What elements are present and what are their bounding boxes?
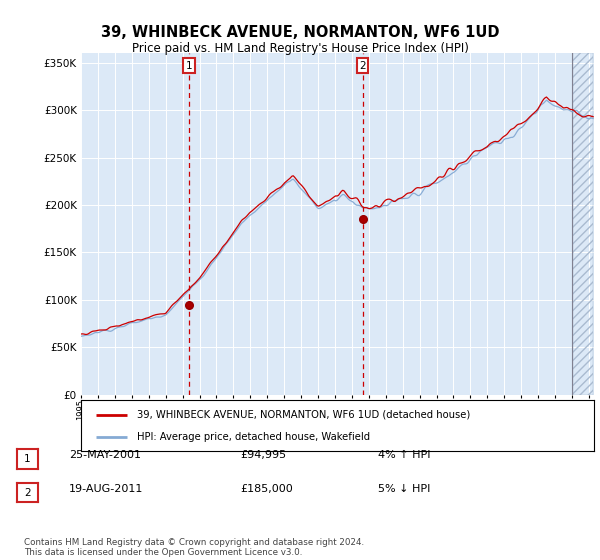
- Text: Price paid vs. HM Land Registry's House Price Index (HPI): Price paid vs. HM Land Registry's House …: [131, 42, 469, 55]
- Text: 1: 1: [24, 454, 31, 464]
- Text: 4% ↑ HPI: 4% ↑ HPI: [378, 450, 431, 460]
- Text: 2: 2: [24, 488, 31, 497]
- Text: Contains HM Land Registry data © Crown copyright and database right 2024.
This d: Contains HM Land Registry data © Crown c…: [24, 538, 364, 557]
- Text: 1: 1: [186, 61, 193, 71]
- Text: 39, WHINBECK AVENUE, NORMANTON, WF6 1UD: 39, WHINBECK AVENUE, NORMANTON, WF6 1UD: [101, 25, 499, 40]
- Text: 39, WHINBECK AVENUE, NORMANTON, WF6 1UD (detached house): 39, WHINBECK AVENUE, NORMANTON, WF6 1UD …: [137, 409, 470, 419]
- Text: HPI: Average price, detached house, Wakefield: HPI: Average price, detached house, Wake…: [137, 432, 371, 442]
- Text: £185,000: £185,000: [240, 484, 293, 494]
- Text: £94,995: £94,995: [240, 450, 286, 460]
- Text: 19-AUG-2011: 19-AUG-2011: [69, 484, 143, 494]
- Text: 5% ↓ HPI: 5% ↓ HPI: [378, 484, 430, 494]
- Text: 2: 2: [359, 61, 366, 71]
- Text: 25-MAY-2001: 25-MAY-2001: [69, 450, 141, 460]
